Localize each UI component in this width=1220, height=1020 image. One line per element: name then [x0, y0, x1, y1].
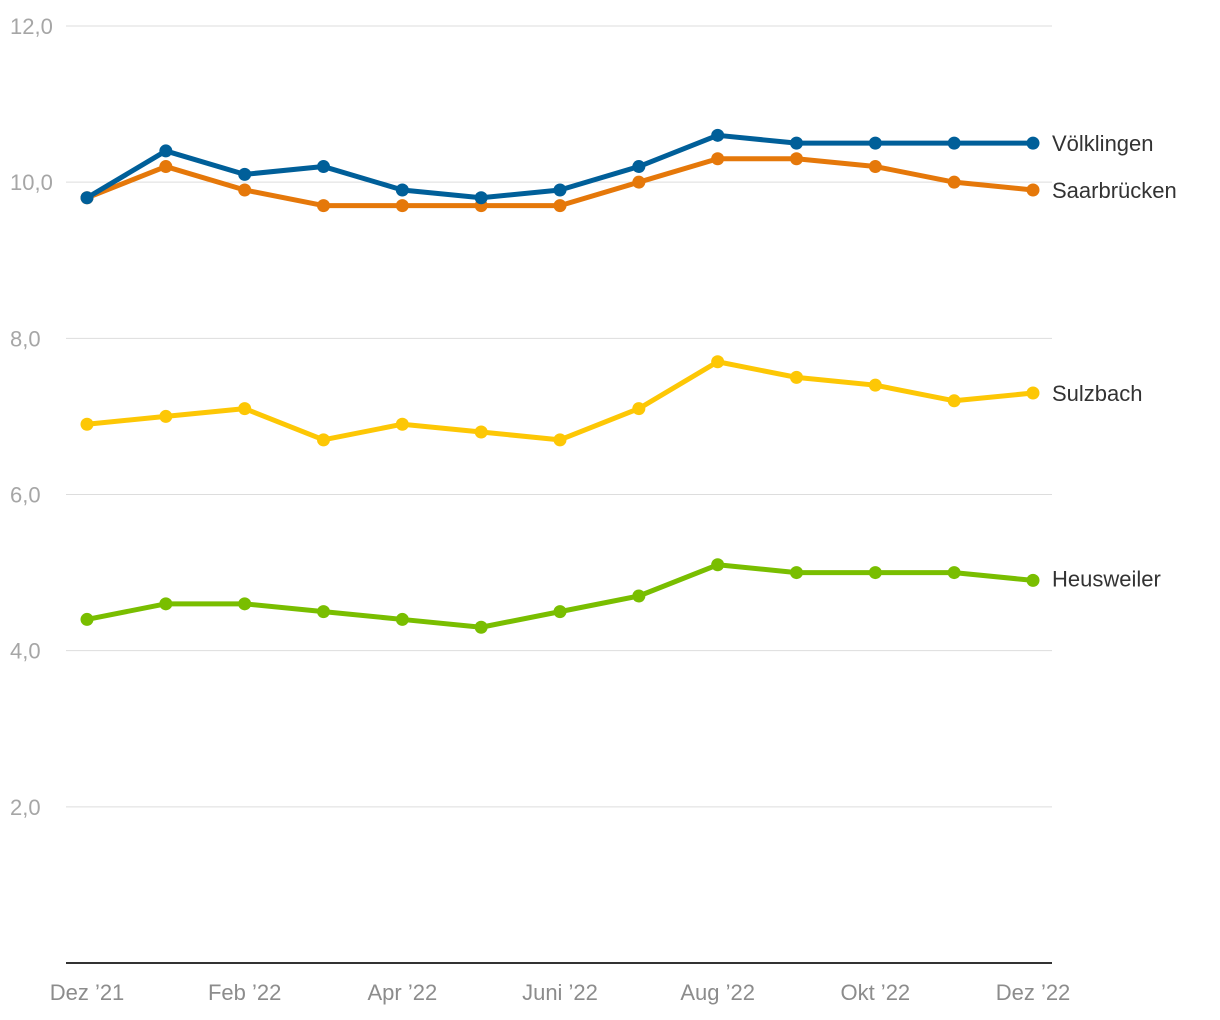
- data-point: [868, 160, 882, 174]
- x-tick-label: Aug ’22: [680, 980, 755, 1005]
- data-point: [632, 402, 646, 416]
- data-point: [317, 160, 330, 174]
- data-point: [790, 566, 803, 580]
- y-tick-label: 2,0: [10, 795, 41, 820]
- data-point: [238, 167, 252, 181]
- data-point: [711, 128, 725, 142]
- y-tick-label: 12,0: [10, 14, 53, 39]
- series-saarbr-cken: [80, 152, 1040, 213]
- data-point: [1026, 183, 1040, 197]
- series-label: Sulzbach: [1052, 381, 1143, 406]
- data-point: [553, 199, 567, 213]
- x-tick-label: Dez ’22: [996, 980, 1071, 1005]
- y-tick-label: 4,0: [10, 639, 41, 664]
- data-point: [238, 183, 252, 197]
- data-point: [553, 433, 567, 447]
- data-point: [711, 558, 725, 572]
- data-point: [80, 417, 94, 431]
- series-v-lklingen: [80, 128, 1040, 205]
- data-point: [80, 191, 94, 205]
- x-tick-label: Feb ’22: [208, 980, 281, 1005]
- data-point: [790, 152, 803, 166]
- data-point: [159, 597, 173, 611]
- series-heusweiler: [80, 558, 1040, 634]
- data-point: [553, 183, 567, 197]
- x-axis: Dez ’21 Feb ’22 Apr ’22 Juni ’22 Aug ’22 Okt …: [50, 962, 1071, 1005]
- y-tick-label: 6,0: [10, 483, 41, 508]
- series-label: Heusweiler: [1052, 566, 1161, 591]
- data-point: [317, 199, 330, 213]
- data-point: [868, 136, 882, 150]
- series-label: Saarbrücken: [1052, 178, 1177, 203]
- x-tick-label: Dez ’21: [50, 980, 125, 1005]
- data-point: [1026, 386, 1040, 400]
- data-point: [790, 370, 803, 384]
- y-tick-label: 10,0: [10, 170, 53, 195]
- data-point: [474, 620, 488, 634]
- data-point: [632, 589, 646, 603]
- series-labels: Völklingen Saarbrücken Sulzbach Heusweiler: [1052, 131, 1177, 591]
- data-point: [947, 566, 961, 580]
- data-point: [317, 605, 330, 619]
- y-axis: 2,0 4,0 6,0 8,0 10,0 12,0: [10, 14, 53, 820]
- data-point: [317, 433, 330, 447]
- data-point: [159, 409, 173, 423]
- data-point: [159, 160, 173, 174]
- data-point: [238, 402, 252, 416]
- data-point: [395, 183, 409, 197]
- data-point: [868, 566, 882, 580]
- data-point: [947, 394, 961, 408]
- data-point: [711, 355, 725, 369]
- data-point: [238, 597, 252, 611]
- series-group: [80, 128, 1040, 634]
- data-point: [395, 612, 409, 626]
- gridlines: [66, 25, 1052, 808]
- data-point: [868, 378, 882, 392]
- series-sulzbach: [80, 355, 1040, 447]
- data-point: [947, 175, 961, 189]
- data-point: [632, 160, 646, 174]
- data-point: [553, 605, 567, 619]
- y-tick-label: 8,0: [10, 326, 41, 351]
- data-point: [80, 612, 94, 626]
- x-tick-label: Apr ’22: [367, 980, 437, 1005]
- data-point: [632, 175, 646, 189]
- data-point: [474, 425, 488, 439]
- data-point: [395, 199, 409, 213]
- data-point: [474, 191, 488, 205]
- data-point: [159, 144, 173, 158]
- x-tick-label: Okt ’22: [840, 980, 910, 1005]
- data-point: [790, 136, 803, 150]
- data-point: [711, 152, 725, 166]
- data-point: [1026, 136, 1040, 150]
- data-point: [395, 417, 409, 431]
- series-line: [84, 359, 1036, 443]
- data-point: [1026, 573, 1040, 587]
- data-point: [947, 136, 961, 150]
- x-tick-label: Juni ’22: [522, 980, 598, 1005]
- series-label: Völklingen: [1052, 131, 1154, 156]
